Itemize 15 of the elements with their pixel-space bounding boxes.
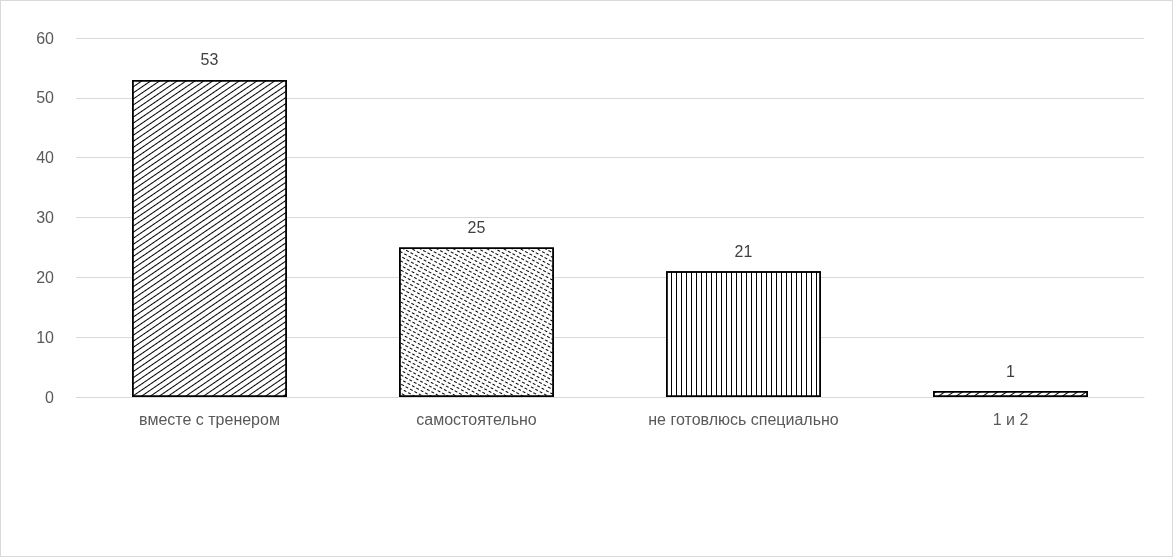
y-tick-label: 30 xyxy=(36,209,55,226)
y-tick-label: 40 xyxy=(36,149,55,167)
y-tick-label: 0 xyxy=(45,388,55,406)
data-label: 25 xyxy=(467,218,486,236)
x-tick-label: 1 и 2 xyxy=(992,410,1029,428)
y-tick-label: 20 xyxy=(36,268,55,286)
data-label: 1 xyxy=(1006,362,1016,380)
x-tick-label: не готовлюсь специально xyxy=(648,410,839,428)
data-label: 21 xyxy=(734,242,753,260)
data-label: 53 xyxy=(200,51,219,69)
x-tick-label: вместе с тренером xyxy=(139,410,280,428)
x-tick-label: самостоятельно xyxy=(416,410,537,428)
y-tick-label: 10 xyxy=(36,328,55,346)
y-tick-label: 60 xyxy=(36,29,55,47)
y-tick-label: 50 xyxy=(36,89,55,107)
